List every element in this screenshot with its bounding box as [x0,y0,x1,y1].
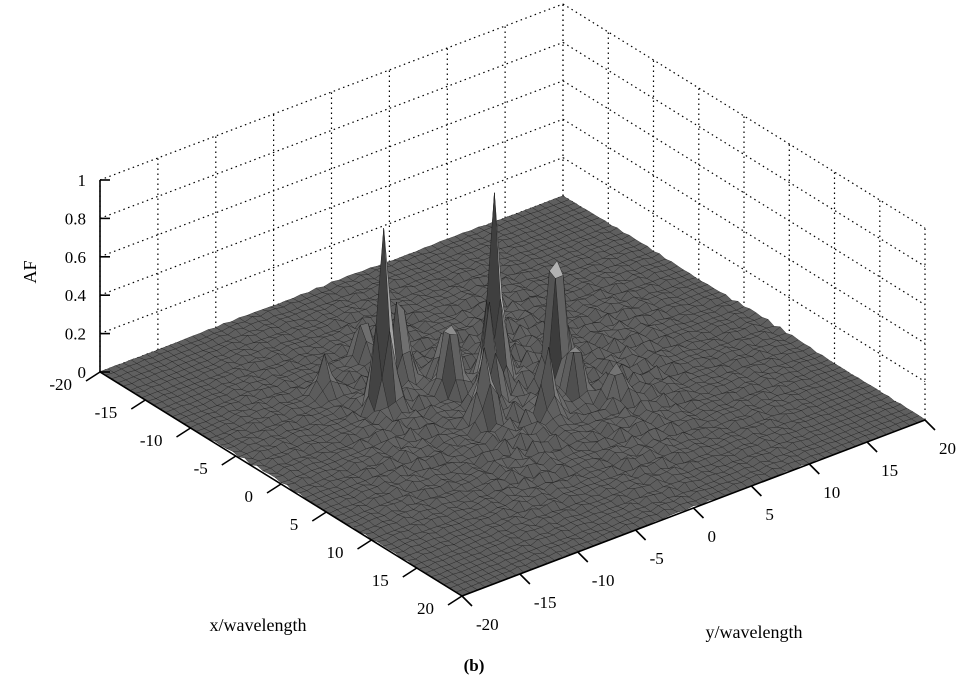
y-tick-mark [519,573,531,585]
x-tick-label: 15 [372,571,389,590]
z-tick-label: 0 [78,363,87,382]
y-tick-mark [577,551,589,563]
x-tick-label: 0 [245,487,254,506]
y-tick-label: -20 [476,615,499,634]
x-tick-mark [130,399,146,410]
x-tick-label: -10 [140,431,163,450]
y-tick-label: 20 [939,439,956,458]
x-tick-mark [447,595,463,606]
tick-labels: 0 0.2 0.4 0.6 0.8 1 -20 -15 -10 -5 0 5 10 15 20 -20 -15 -… [49,171,956,634]
y-tick-mark [692,507,705,519]
grid-line [562,118,926,344]
x-tick-label: 5 [290,515,299,534]
grid-line [562,80,926,306]
y-tick-mark [808,463,820,475]
y-tick-mark [750,485,762,497]
y-tick-label: -5 [650,549,664,568]
x-tick-mark [221,455,237,466]
y-tick-label: -10 [592,571,615,590]
y-tick-mark [461,595,473,607]
x-tick-label: -20 [49,375,72,394]
y-tick-label: 5 [765,505,774,524]
x-tick-mark [266,483,282,494]
y-tick-mark [924,419,936,431]
z-tick-label: 0.4 [65,286,87,305]
x-tick-mark [176,427,191,438]
z-tick-label: 0.8 [65,209,86,228]
x-tick-mark [402,567,418,578]
grid-line [562,157,926,383]
x-tick-mark [357,539,372,550]
y-axis-label: y/wavelength [706,622,803,642]
y-tick-label: -15 [534,593,557,612]
z-tick-label: 0.2 [65,325,86,344]
x-tick-mark [311,511,327,522]
z-tick-label: 0.6 [65,248,86,267]
grid-line [99,41,564,219]
x-axis-label: x/wavelength [210,615,307,635]
y-tick-mark [866,441,878,453]
surface-mesh [99,192,926,596]
x-tick-mark [85,371,101,382]
y-tick-label: 15 [881,461,898,480]
z-tick-label: 1 [78,171,87,190]
x-tick-label: -15 [95,403,118,422]
x-tick-label: 10 [327,543,344,562]
axes-lines [85,179,936,607]
x-tick-label: 20 [417,599,434,618]
y-tick-label: 0 [708,527,717,546]
grid-line [562,3,926,229]
z-axis-label: AF [20,260,40,283]
figure-caption: (b) [464,656,485,675]
grid-line [562,41,926,267]
x-tick-label: -5 [194,459,208,478]
y-tick-label: 10 [823,483,840,502]
y-tick-mark [635,529,647,541]
